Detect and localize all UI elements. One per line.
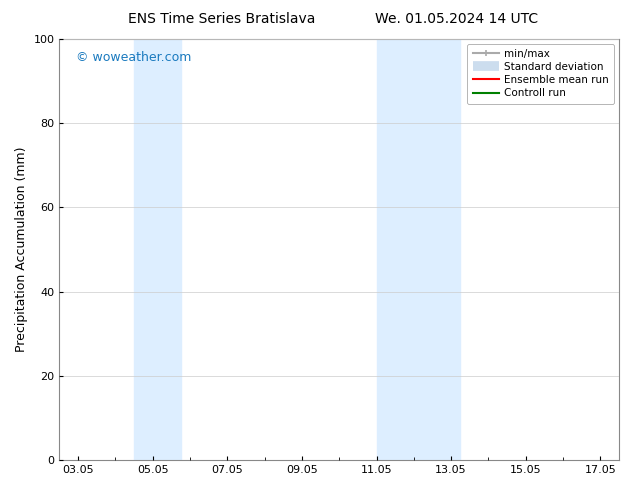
Text: We. 01.05.2024 14 UTC: We. 01.05.2024 14 UTC: [375, 12, 538, 26]
Bar: [134, 39, 181, 460]
Bar: [377, 39, 414, 460]
Bar: [414, 39, 460, 460]
Text: ENS Time Series Bratislava: ENS Time Series Bratislava: [128, 12, 316, 26]
Y-axis label: Precipitation Accumulation (mm): Precipitation Accumulation (mm): [15, 147, 28, 352]
Legend: min/max, Standard deviation, Ensemble mean run, Controll run: min/max, Standard deviation, Ensemble me…: [467, 44, 614, 103]
Text: © woweather.com: © woweather.com: [76, 51, 191, 64]
